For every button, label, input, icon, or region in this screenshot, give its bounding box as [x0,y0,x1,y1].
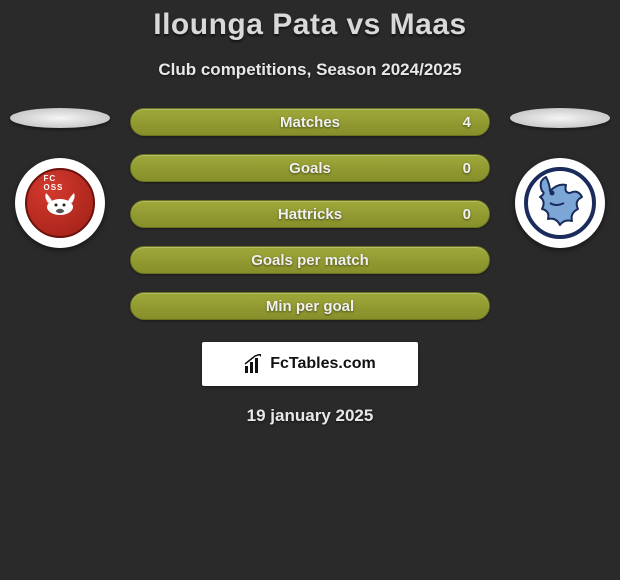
left-player-column: FC OSS [0,108,120,248]
right-player-column [500,108,620,248]
player-left-marker [10,108,110,128]
stat-value: 4 [463,114,471,131]
crest-left-label: FC OSS [44,174,77,192]
stat-bar-goals-per-match: Goals per match [130,246,490,274]
stat-bar-matches: Matches 4 [130,108,490,136]
comparison-body: FC OSS Matches 4 Goals [0,108,620,320]
dragon-icon [520,163,600,243]
stat-label: Min per goal [266,298,354,315]
bars-chart-icon [244,354,264,374]
stat-bars: Matches 4 Goals 0 Hattricks 0 Goals per … [130,108,490,320]
stat-value: 0 [463,160,471,177]
stat-label: Goals per match [251,252,369,269]
stat-bar-goals: Goals 0 [130,154,490,182]
brand-text: FcTables.com [270,355,376,373]
club-crest-left: FC OSS [15,158,105,248]
comparison-date: 19 january 2025 [0,406,620,426]
subtitle: Club competitions, Season 2024/2025 [0,60,620,80]
comparison-widget: Ilounga Pata vs Maas Club competitions, … [0,0,620,426]
stat-label: Hattricks [278,206,342,223]
stat-bar-min-per-goal: Min per goal [130,292,490,320]
page-title: Ilounga Pata vs Maas [0,8,620,42]
club-crest-right [515,158,605,248]
ox-icon [40,189,80,217]
player-right-marker [510,108,610,128]
stat-label: Goals [289,160,331,177]
stat-bar-hattricks: Hattricks 0 [130,200,490,228]
brand-box[interactable]: FcTables.com [202,342,418,386]
stat-label: Matches [280,114,340,131]
stat-value: 0 [463,206,471,223]
crest-left-badge: FC OSS [25,168,95,238]
